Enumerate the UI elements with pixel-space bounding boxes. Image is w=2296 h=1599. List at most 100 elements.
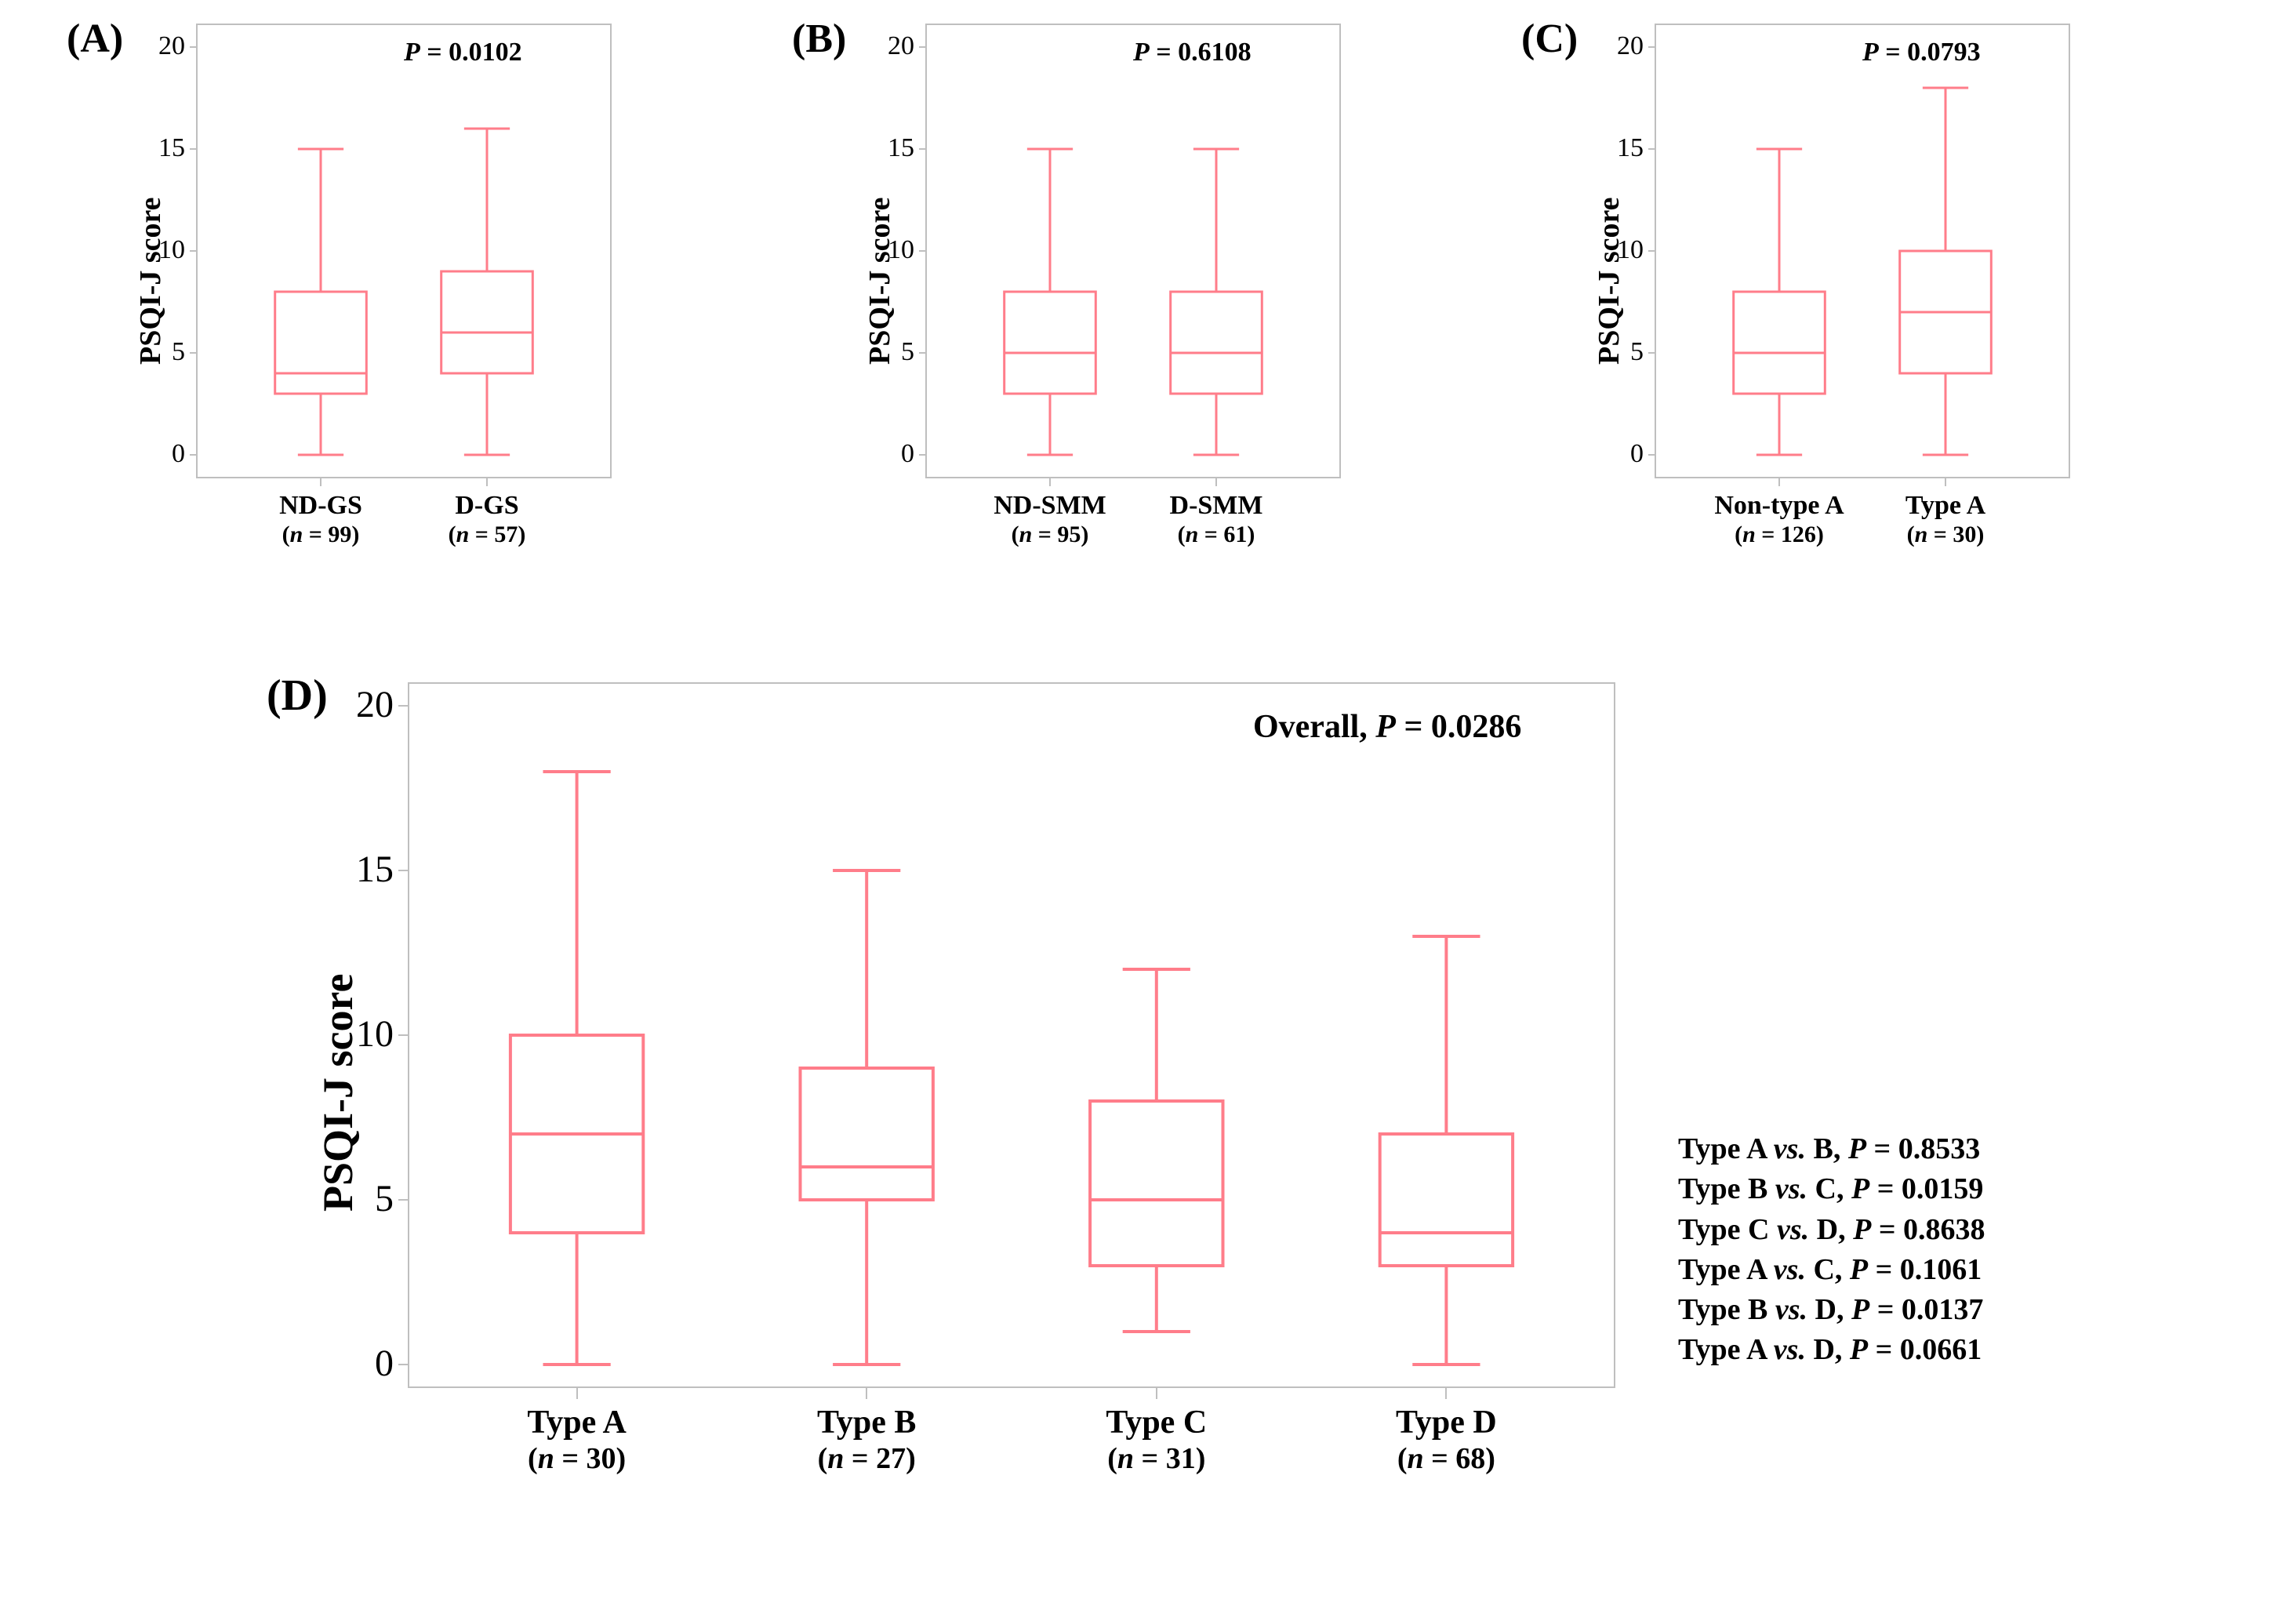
n-value: 99 (328, 521, 351, 547)
y-tick-mark (1648, 454, 1655, 456)
x-tick-mark (1215, 478, 1217, 486)
n-value: 30 (1953, 521, 1976, 547)
n-value: 61 (1223, 521, 1247, 547)
y-tick-label: 10 (339, 1012, 394, 1056)
pairwise-a: A (1746, 1333, 1766, 1366)
pairwise-row: Type B vs. D, P = 0.0137 (1678, 1290, 1985, 1330)
x-category-label: Type A (475, 1404, 679, 1441)
x-tick-mark (1945, 478, 1946, 486)
boxplot-svg (196, 24, 612, 478)
x-category-label: Type C (1055, 1404, 1259, 1441)
pairwise-row: Type A vs. D, P = 0.0661 (1678, 1330, 1985, 1370)
y-tick-mark (190, 352, 196, 354)
n-value: 126 (1781, 521, 1816, 547)
y-tick-mark (398, 1034, 408, 1036)
y-tick-mark (919, 454, 925, 456)
y-tick-label: 0 (875, 439, 914, 469)
x-category-n: (n = 68) (1344, 1441, 1548, 1476)
pairwise-row: Type B vs. C, P = 0.0159 (1678, 1169, 1985, 1209)
n-value: 57 (494, 521, 518, 547)
pairwise-b: C (1815, 1172, 1836, 1205)
y-tick-label: 10 (1604, 235, 1644, 265)
y-tick-label: 0 (1604, 439, 1644, 469)
n-value: 68 (1455, 1442, 1485, 1475)
y-tick-label: 20 (339, 683, 394, 726)
x-category-label: Type D (1344, 1404, 1548, 1441)
x-category-label: ND-GS (227, 491, 415, 521)
x-category-n: (n = 30) (475, 1441, 679, 1476)
x-tick-mark (866, 1388, 867, 1399)
x-category-label: Non-type A (1685, 491, 1873, 521)
y-tick-mark (1648, 46, 1655, 48)
n-value: 30 (586, 1442, 616, 1475)
x-category-n: (n = 95) (956, 521, 1144, 548)
pairwise-comparisons: Type A vs. B, P = 0.8533Type B vs. C, P … (1678, 1129, 1985, 1371)
panel-label-a: (A) (67, 16, 123, 62)
y-tick-label: 20 (146, 31, 185, 61)
y-tick-label: 15 (339, 848, 394, 891)
pairwise-a: C (1748, 1213, 1769, 1246)
y-tick-label: 10 (146, 235, 185, 265)
y-tick-mark (398, 870, 408, 871)
pairwise-b: C (1813, 1253, 1834, 1286)
pairwise-a: A (1746, 1253, 1766, 1286)
x-category-n: (n = 61) (1122, 521, 1310, 548)
boxplot-svg (1655, 24, 2070, 478)
x-category-n: (n = 31) (1055, 1441, 1259, 1476)
y-tick-mark (1648, 148, 1655, 150)
x-category-n: (n = 30) (1851, 521, 2040, 548)
pairwise-b: D (1815, 1293, 1836, 1326)
y-tick-mark (398, 1364, 408, 1365)
y-tick-mark (190, 454, 196, 456)
figure-root: (A) PSQI-J score 0 5 10 15 20 ND-GS(n = 99)D-GS… (0, 0, 2296, 1599)
x-category-label: ND-SMM (956, 491, 1144, 521)
y-tick-label: 5 (1604, 337, 1644, 367)
pairwise-b: D (1813, 1333, 1834, 1366)
pairwise-p: 0.0661 (1900, 1333, 1982, 1366)
y-tick-mark (1648, 352, 1655, 354)
pairwise-p: 0.0159 (1902, 1172, 1984, 1205)
y-tick-mark (190, 250, 196, 252)
x-tick-mark (1778, 478, 1780, 486)
pairwise-a: B (1748, 1172, 1767, 1205)
x-category-n: (n = 57) (393, 521, 581, 548)
panel-label-c: (C) (1521, 16, 1578, 62)
y-tick-mark (398, 1199, 408, 1201)
boxplot-svg (925, 24, 1341, 478)
y-tick-mark (190, 148, 196, 150)
pairwise-p: 0.0137 (1902, 1293, 1984, 1326)
y-tick-label: 15 (146, 133, 185, 163)
x-category-label: D-GS (393, 491, 581, 521)
pairwise-p: 0.8533 (1898, 1132, 1981, 1165)
boxplot-svg (408, 682, 1615, 1388)
y-tick-label: 0 (146, 439, 185, 469)
x-tick-mark (486, 478, 488, 486)
y-tick-mark (919, 46, 925, 48)
y-tick-label: 20 (1604, 31, 1644, 61)
y-tick-label: 5 (875, 337, 914, 367)
n-value: 27 (876, 1442, 906, 1475)
x-category-n: (n = 99) (227, 521, 415, 548)
x-category-label: D-SMM (1122, 491, 1310, 521)
pairwise-b: D (1817, 1213, 1838, 1246)
pairwise-p: 0.1061 (1900, 1253, 1982, 1286)
pairwise-b: B (1813, 1132, 1833, 1165)
y-tick-label: 15 (875, 133, 914, 163)
y-tick-mark (919, 148, 925, 150)
y-tick-label: 5 (339, 1177, 394, 1220)
y-tick-mark (919, 250, 925, 252)
panel-label-b: (B) (792, 16, 846, 62)
n-value: 95 (1057, 521, 1081, 547)
x-tick-mark (320, 478, 322, 486)
pairwise-row: Type A vs. B, P = 0.8533 (1678, 1129, 1985, 1169)
x-tick-mark (576, 1388, 578, 1399)
y-tick-label: 10 (875, 235, 914, 265)
x-tick-mark (1049, 478, 1051, 486)
y-axis-label: PSQI-J score (314, 974, 362, 1212)
n-value: 31 (1166, 1442, 1196, 1475)
x-category-label: Type B (765, 1404, 968, 1441)
y-tick-label: 15 (1604, 133, 1644, 163)
x-category-label: Type A (1851, 491, 2040, 521)
y-tick-mark (398, 705, 408, 707)
x-tick-mark (1445, 1388, 1447, 1399)
